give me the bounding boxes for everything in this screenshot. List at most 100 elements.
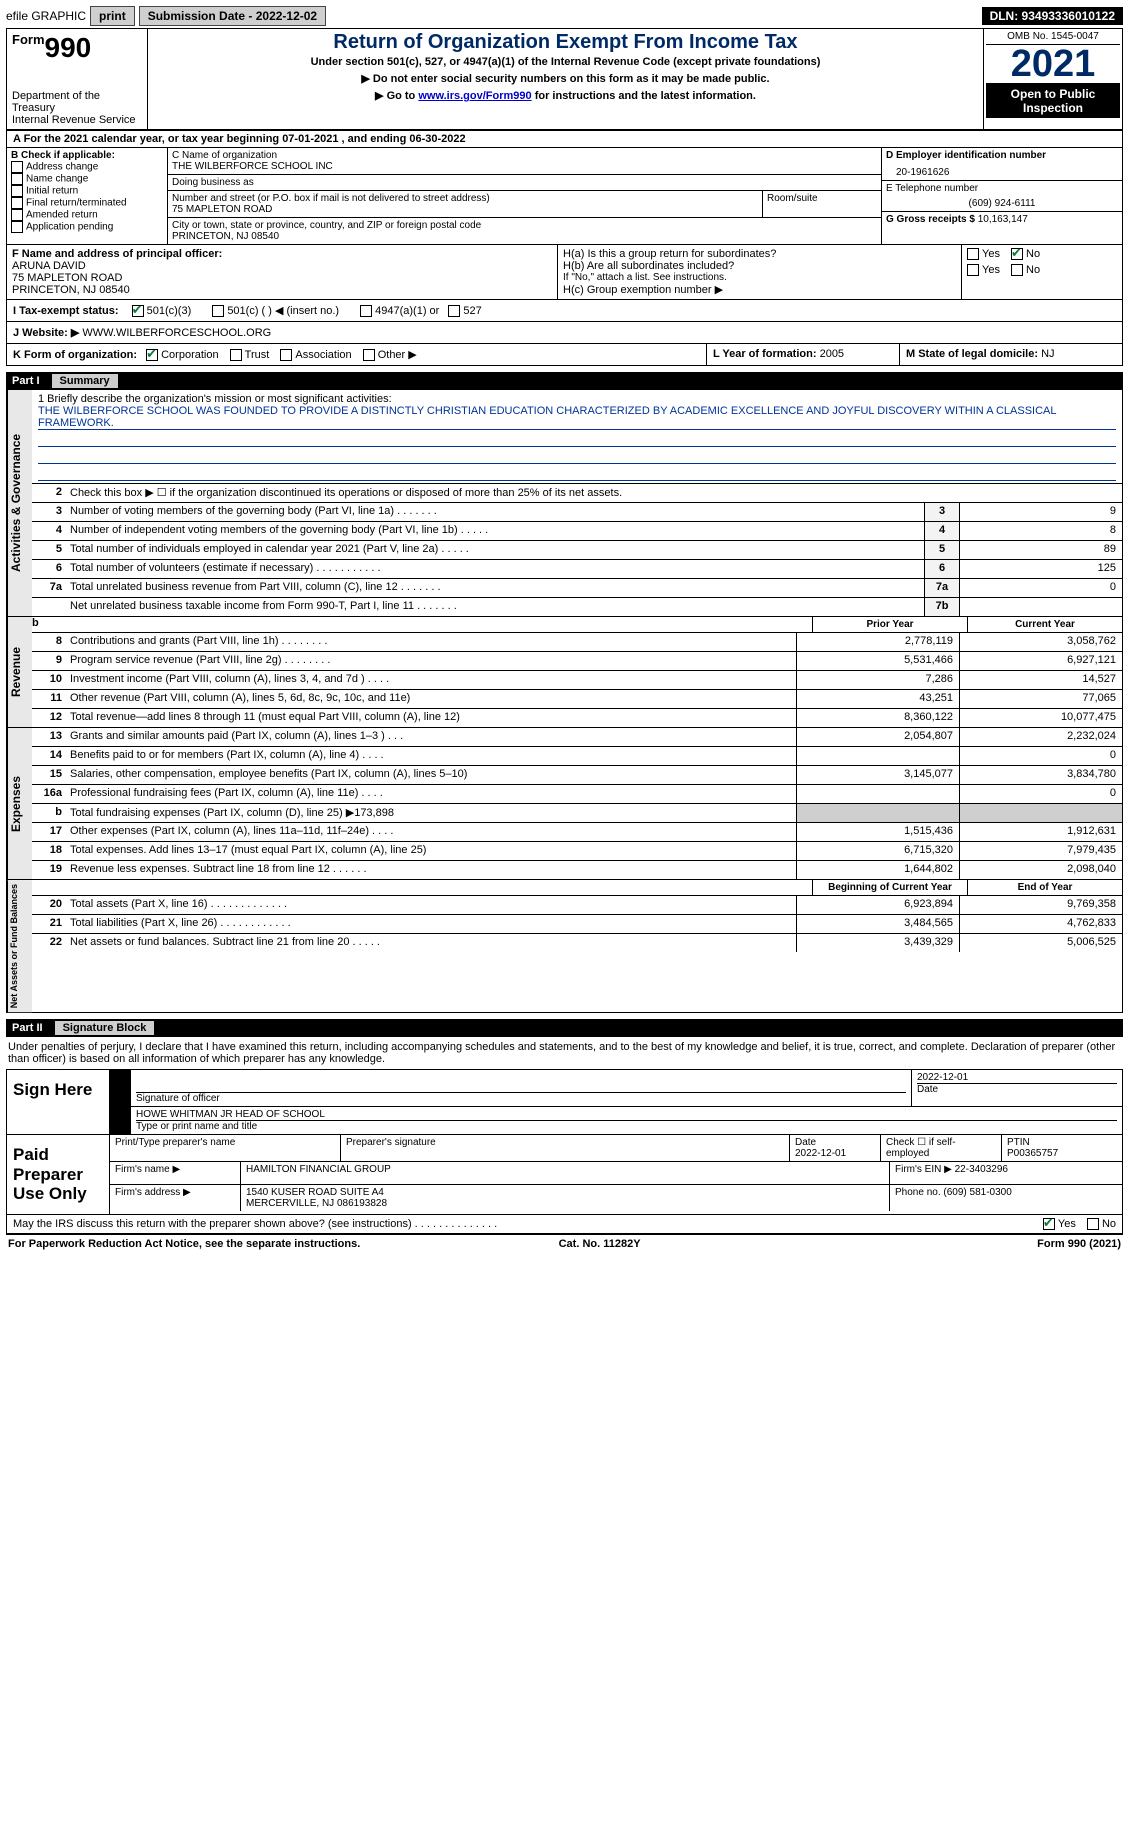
hb-no-checkbox[interactable] <box>1011 264 1023 276</box>
officer-typed-name: HOWE WHITMAN JR HEAD OF SCHOOL <box>136 1109 1117 1120</box>
501c-checkbox[interactable] <box>212 305 224 317</box>
data-line: 22Net assets or fund balances. Subtract … <box>32 934 1122 952</box>
data-line: 14Benefits paid to or for members (Part … <box>32 747 1122 766</box>
ptin: P00365757 <box>1007 1148 1117 1159</box>
dln-label: DLN: 93493336010122 <box>982 7 1123 25</box>
ha-no-checkbox[interactable] <box>1011 248 1023 260</box>
gov-line: 5Total number of individuals employed in… <box>32 541 1122 560</box>
discuss-yes-checkbox[interactable] <box>1043 1218 1055 1230</box>
officer-name: ARUNA DAVID <box>12 260 552 272</box>
revenue-block: Revenue b Prior Year Current Year 8Contr… <box>6 617 1123 728</box>
ha-yes-checkbox[interactable] <box>967 248 979 260</box>
ein: 20-1961626 <box>886 161 1118 178</box>
amended-return-checkbox[interactable] <box>11 209 23 221</box>
data-line: 10Investment income (Part VIII, column (… <box>32 671 1122 690</box>
begin-year-head: Beginning of Current Year <box>812 880 967 895</box>
data-line: 16aProfessional fundraising fees (Part I… <box>32 785 1122 804</box>
form-subtitle: Under section 501(c), 527, or 4947(a)(1)… <box>154 56 977 68</box>
other-checkbox[interactable] <box>363 349 375 361</box>
org-name: THE WILBERFORCE SCHOOL INC <box>172 161 877 172</box>
data-line: 17Other expenses (Part IX, column (A), l… <box>32 823 1122 842</box>
org-info-block: B Check if applicable: Address change Na… <box>6 148 1123 245</box>
prep-name-label: Print/Type preparer's name <box>110 1135 341 1161</box>
name-change-checkbox[interactable] <box>11 173 23 185</box>
telephone: (609) 924-6111 <box>886 194 1118 209</box>
side-net: Net Assets or Fund Balances <box>7 880 32 1012</box>
paid-preparer-label: Paid Preparer Use Only <box>7 1135 110 1214</box>
side-exp: Expenses <box>7 728 32 879</box>
irs-link[interactable]: www.irs.gov/Form990 <box>418 90 531 102</box>
initial-return-checkbox[interactable] <box>11 185 23 197</box>
expenses-block: Expenses 13Grants and similar amounts pa… <box>6 728 1123 880</box>
gov-line: 3Number of voting members of the governi… <box>32 503 1122 522</box>
part2-header: Part II Signature Block <box>6 1019 1123 1037</box>
prior-year-head: Prior Year <box>812 617 967 632</box>
corp-checkbox[interactable] <box>146 349 158 361</box>
goto-note: ▶ Go to www.irs.gov/Form990 for instruct… <box>154 89 977 102</box>
gov-line: 7aTotal unrelated business revenue from … <box>32 579 1122 598</box>
current-year-head: Current Year <box>967 617 1122 632</box>
org-city: PRINCETON, NJ 08540 <box>172 231 877 242</box>
4947-checkbox[interactable] <box>360 305 372 317</box>
prep-date: 2022-12-01 <box>795 1148 875 1159</box>
cat-no: Cat. No. 11282Y <box>559 1238 641 1250</box>
side-rev: Revenue <box>7 617 32 727</box>
website-row: J Website: ▶ WWW.WILBERFORCESCHOOL.ORG <box>6 322 1123 344</box>
ein-tel-block: D Employer identification number 20-1961… <box>881 148 1122 244</box>
pra-notice: For Paperwork Reduction Act Notice, see … <box>8 1238 360 1250</box>
discuss-row: May the IRS discuss this return with the… <box>6 1215 1123 1234</box>
firm-phone: (609) 581-0300 <box>943 1187 1011 1198</box>
firm-ein: 22-3403296 <box>955 1164 1008 1175</box>
org-name-address: C Name of organization THE WILBERFORCE S… <box>168 148 881 244</box>
data-line: bTotal fundraising expenses (Part IX, co… <box>32 804 1122 823</box>
data-line: 13Grants and similar amounts paid (Part … <box>32 728 1122 747</box>
firm-addr: 1540 KUSER ROAD SUITE A4 <box>246 1187 884 1198</box>
part1-header: Part I Summary <box>6 372 1123 390</box>
irs-label: Internal Revenue Service <box>12 114 142 126</box>
sign-here-label: Sign Here <box>7 1070 110 1134</box>
tax-status-row: I Tax-exempt status: 501(c)(3) 501(c) ( … <box>6 300 1123 322</box>
year-formation: 2005 <box>820 348 844 360</box>
hb-yes-checkbox[interactable] <box>967 264 979 276</box>
addr-change-checkbox[interactable] <box>11 161 23 173</box>
officer-addr: 75 MAPLETON ROAD <box>12 272 552 284</box>
discuss-no-checkbox[interactable] <box>1087 1218 1099 1230</box>
firm-name: HAMILTON FINANCIAL GROUP <box>241 1162 890 1184</box>
501c3-checkbox[interactable] <box>132 305 144 317</box>
app-pending-checkbox[interactable] <box>11 221 23 233</box>
open-inspection-label: Open to Public Inspection <box>986 84 1120 118</box>
firm-city: MERCERVILLE, NJ 086193828 <box>246 1198 884 1209</box>
org-street: 75 MAPLETON ROAD <box>172 204 758 215</box>
527-checkbox[interactable] <box>448 305 460 317</box>
data-line: 19Revenue less expenses. Subtract line 1… <box>32 861 1122 879</box>
mission-text: THE WILBERFORCE SCHOOL WAS FOUNDED TO PR… <box>38 405 1116 430</box>
print-button[interactable]: print <box>90 6 135 26</box>
form-org-row: K Form of organization: Corporation Trus… <box>6 344 1123 366</box>
dept-label: Department of the Treasury <box>12 90 142 114</box>
form-header: Form990 Department of the Treasury Inter… <box>6 28 1123 131</box>
hb-note: If "No," attach a list. See instructions… <box>563 272 956 283</box>
data-line: 18Total expenses. Add lines 13–17 (must … <box>32 842 1122 861</box>
perjury-declaration: Under penalties of perjury, I declare th… <box>6 1037 1123 1069</box>
top-toolbar: efile GRAPHIC print Submission Date - 20… <box>6 6 1123 26</box>
form-number: Form990 <box>12 32 142 64</box>
data-line: 8Contributions and grants (Part VIII, li… <box>32 633 1122 652</box>
efile-label: efile GRAPHIC <box>6 9 86 23</box>
footer: For Paperwork Reduction Act Notice, see … <box>6 1234 1123 1253</box>
data-line: 9Program service revenue (Part VIII, lin… <box>32 652 1122 671</box>
mission-label: 1 Briefly describe the organization's mi… <box>38 393 1116 405</box>
sig-officer-label: Signature of officer <box>136 1092 906 1104</box>
ssn-note: ▶ Do not enter social security numbers o… <box>154 72 977 85</box>
check-if-applicable: B Check if applicable: Address change Na… <box>7 148 168 244</box>
data-line: 11Other revenue (Part VIII, column (A), … <box>32 690 1122 709</box>
trust-checkbox[interactable] <box>230 349 242 361</box>
line2-desc: Check this box ▶ ☐ if the organization d… <box>66 484 1122 502</box>
calendar-year-line: A For the 2021 calendar year, or tax yea… <box>6 131 1123 148</box>
tax-year: 2021 <box>986 45 1120 84</box>
assoc-checkbox[interactable] <box>280 349 292 361</box>
final-return-checkbox[interactable] <box>11 197 23 209</box>
sig-date: 2022-12-01 <box>917 1072 1117 1083</box>
website: WWW.WILBERFORCESCHOOL.ORG <box>82 327 271 339</box>
self-employed-check[interactable]: Check ☐ if self-employed <box>881 1135 1002 1161</box>
sign-here-block: Sign Here Signature of officer 2022-12-0… <box>6 1069 1123 1135</box>
